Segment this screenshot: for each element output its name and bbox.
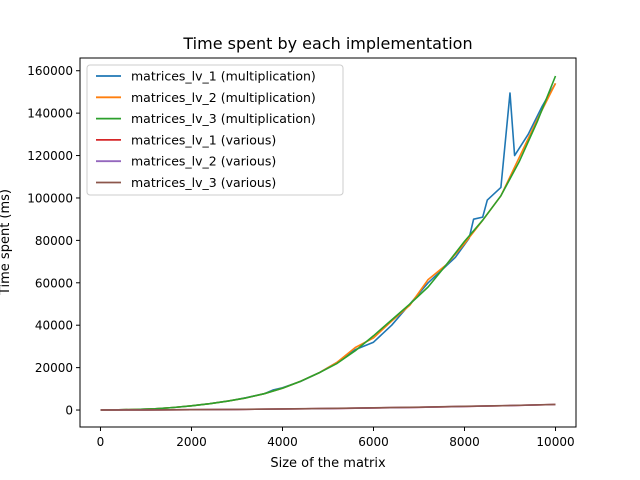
x-tick-label: 2000 (176, 435, 207, 449)
y-axis-ticks: 0 20000 40000 60000 80000 100000 120000 140000 1… (27, 64, 80, 418)
y-tick-label: 60000 (35, 276, 73, 290)
y-tick-label: 100000 (27, 191, 73, 205)
y-tick-label: 120000 (27, 149, 73, 163)
y-tick-label: 0 (65, 404, 73, 418)
axes-frame (79, 57, 577, 428)
legend-label: matrices_lv_2 (various) (131, 154, 276, 169)
plot-area: 0 2000 4000 6000 8000 10000 0 20000 40000 60000 8… (27, 57, 577, 449)
x-tick-label: 10000 (536, 435, 574, 449)
series-line-6 (100, 403, 556, 411)
x-axis-ticks: 0 2000 4000 6000 8000 10000 (97, 427, 575, 449)
y-tick-label: 160000 (27, 64, 73, 78)
legend-label: matrices_lv_2 (multiplication) (131, 90, 316, 105)
chart-title: Time spent by each implementation (182, 34, 472, 53)
legend-label: matrices_lv_1 (various) (131, 132, 276, 147)
legend-label: matrices_lv_1 (multiplication) (131, 69, 316, 84)
legend: matrices_lv_1 (multiplication) matrices_l… (86, 64, 344, 196)
y-axis-label: Time spent (ms) (0, 189, 13, 296)
legend-box (86, 64, 344, 196)
legend-label: matrices_lv_3 (various) (131, 175, 276, 190)
series-layer (100, 75, 557, 411)
x-tick-label: 4000 (267, 435, 298, 449)
y-tick-label: 20000 (35, 361, 73, 375)
series-line-3 (100, 75, 557, 411)
x-tick-label: 0 (97, 435, 105, 449)
legend-label: matrices_lv_3 (multiplication) (131, 111, 316, 126)
y-tick-label: 80000 (35, 234, 73, 248)
x-tick-label: 8000 (449, 435, 480, 449)
x-tick-label: 6000 (358, 435, 389, 449)
x-axis-label: Size of the matrix (270, 456, 386, 471)
y-tick-label: 40000 (35, 319, 73, 333)
y-tick-label: 140000 (27, 107, 73, 121)
